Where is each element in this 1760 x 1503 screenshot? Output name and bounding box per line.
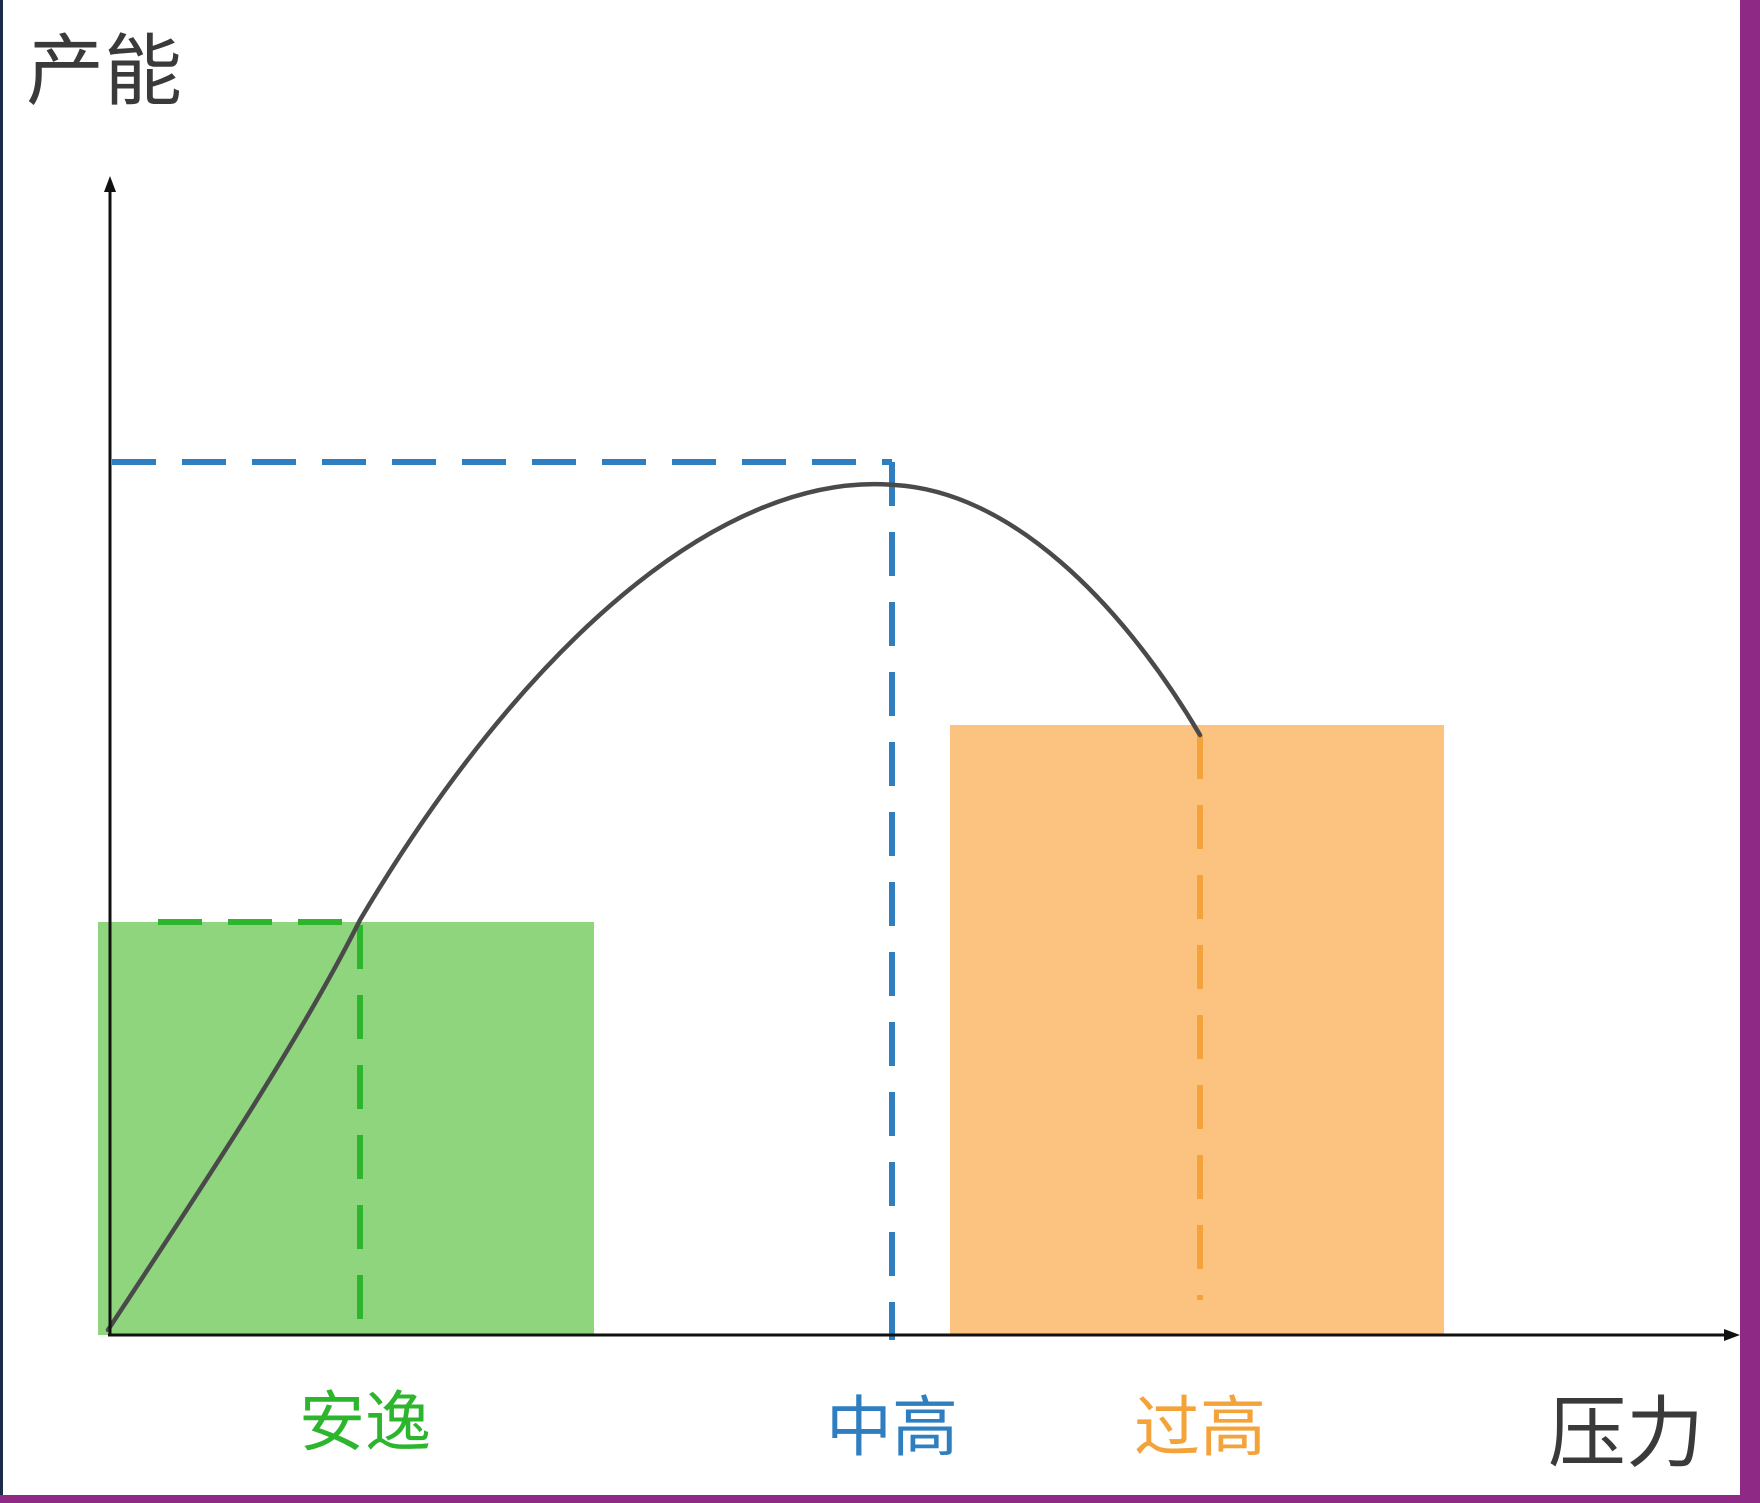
comfort-zone-block: [98, 922, 594, 1335]
right-border: [1740, 0, 1760, 1503]
left-border: [0, 0, 3, 1503]
x-axis-label: 压力: [1548, 1389, 1704, 1479]
zone-label-excessive: 过高: [1134, 1389, 1266, 1466]
zone-label-comfort: 安逸: [299, 1384, 431, 1461]
performance-curve: [105, 481, 1203, 1333]
y-axis-label: 产能: [26, 27, 182, 117]
bottom-border: [0, 1495, 1760, 1503]
x-axis-arrow-icon: [1724, 1329, 1740, 1341]
y-axis-arrow-icon: [104, 176, 116, 192]
zone-label-moderate: 中高: [826, 1389, 958, 1466]
